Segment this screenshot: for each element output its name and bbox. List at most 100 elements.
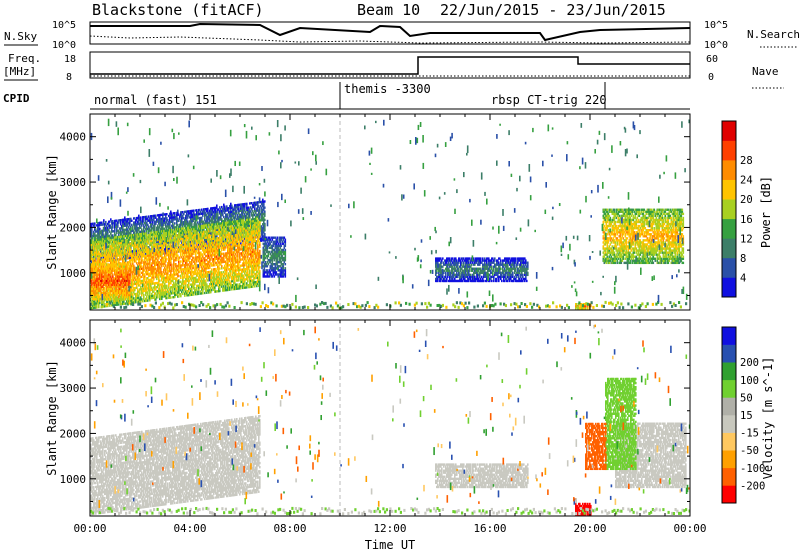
echo-cell [92,222,94,225]
echo-cell [129,236,131,239]
echo-cell [138,235,140,238]
station-title: Blackstone (fitACF) [92,1,264,19]
echo-cell [262,219,264,222]
echo-cell [98,225,100,229]
echo-cell [222,220,224,223]
echo-cell [148,234,150,237]
echo-cell [121,237,123,240]
echo-cell [97,222,99,225]
echo-cell [152,221,154,224]
echo-cell [158,214,160,217]
echo-cell [111,234,113,237]
echo-cell [119,237,121,240]
echo-cell [143,218,145,221]
echo-cell [219,206,221,209]
echo-cell [186,220,188,224]
echo-cell [194,242,196,245]
echo-cell [231,214,233,218]
echo-cell [136,294,138,298]
echo-cell [91,261,93,264]
echo-cell [117,293,119,296]
echo-cell [98,238,100,241]
echo-cell [157,214,159,217]
echo-cell [151,237,153,240]
echo-cell [200,235,202,238]
echo-cell [157,275,159,279]
echo-cell [158,287,160,291]
echo-cell [122,300,124,304]
echo-cell [203,245,205,248]
echo-cell [172,228,174,231]
echo-cell [105,252,107,255]
echo-cell [108,234,110,238]
echo-cell [110,267,112,270]
echo-cell [143,267,145,270]
echo-cell [148,248,150,251]
echo-cell [213,215,215,218]
echo-cell [130,283,132,286]
echo-cell [139,261,141,265]
echo-cell [107,253,109,257]
echo-cell [146,236,148,239]
echo-cell [154,233,156,236]
echo-cell [106,296,108,300]
echo-cell [256,213,258,216]
echo-cell [139,233,141,236]
echo-cell [182,217,184,220]
echo-cell [146,215,148,218]
echo-cell [176,213,178,217]
echo-cell [153,241,155,244]
echo-cell [94,257,96,260]
echo-cell [168,247,170,250]
echo-cell [127,218,129,221]
echo-cell [123,228,125,232]
echo-cell [204,210,206,213]
echo-cell [226,207,228,210]
echo-cell [161,240,163,243]
echo-cell [142,291,144,295]
echo-cell [91,251,93,255]
echo-cell [95,253,97,256]
echo-cell [148,287,150,290]
echo-cell [243,209,245,212]
echo-cell [161,225,163,229]
echo-cell [96,224,98,227]
echo-cell [247,229,249,232]
echo-cell [130,273,132,276]
echo-cell [90,249,92,253]
echo-cell [202,222,204,226]
echo-cell [130,258,132,262]
echo-cell [180,221,182,224]
echo-cell [120,223,122,226]
echo-cell [128,232,130,235]
echo-cell [191,209,193,213]
echo-cell [125,243,127,246]
echo-cell [154,235,156,238]
echo-cell [189,216,191,219]
echo-cell [123,239,125,242]
echo-cell [223,240,225,243]
echo-cell [94,228,96,231]
echo-cell [180,239,182,243]
echo-cell [159,285,161,288]
echo-cell [180,280,182,284]
echo-cell [159,289,161,293]
echo-cell [204,216,206,219]
echo-cell [261,200,263,204]
echo-cell [151,227,153,230]
echo-cell [111,300,113,303]
echo-cell [125,232,127,235]
echo-cell [96,261,98,264]
echo-cell [180,233,182,237]
echo-cell [148,297,150,300]
echo-cell [139,274,141,277]
echo-cell [256,203,258,206]
echo-cell [97,238,99,242]
echo-cell [183,233,185,236]
echo-cell [148,229,150,233]
echo-cell [215,221,217,224]
echo-cell [97,242,99,245]
echo-cell [263,222,265,226]
echo-cell [152,268,154,271]
echo-cell [154,237,156,240]
